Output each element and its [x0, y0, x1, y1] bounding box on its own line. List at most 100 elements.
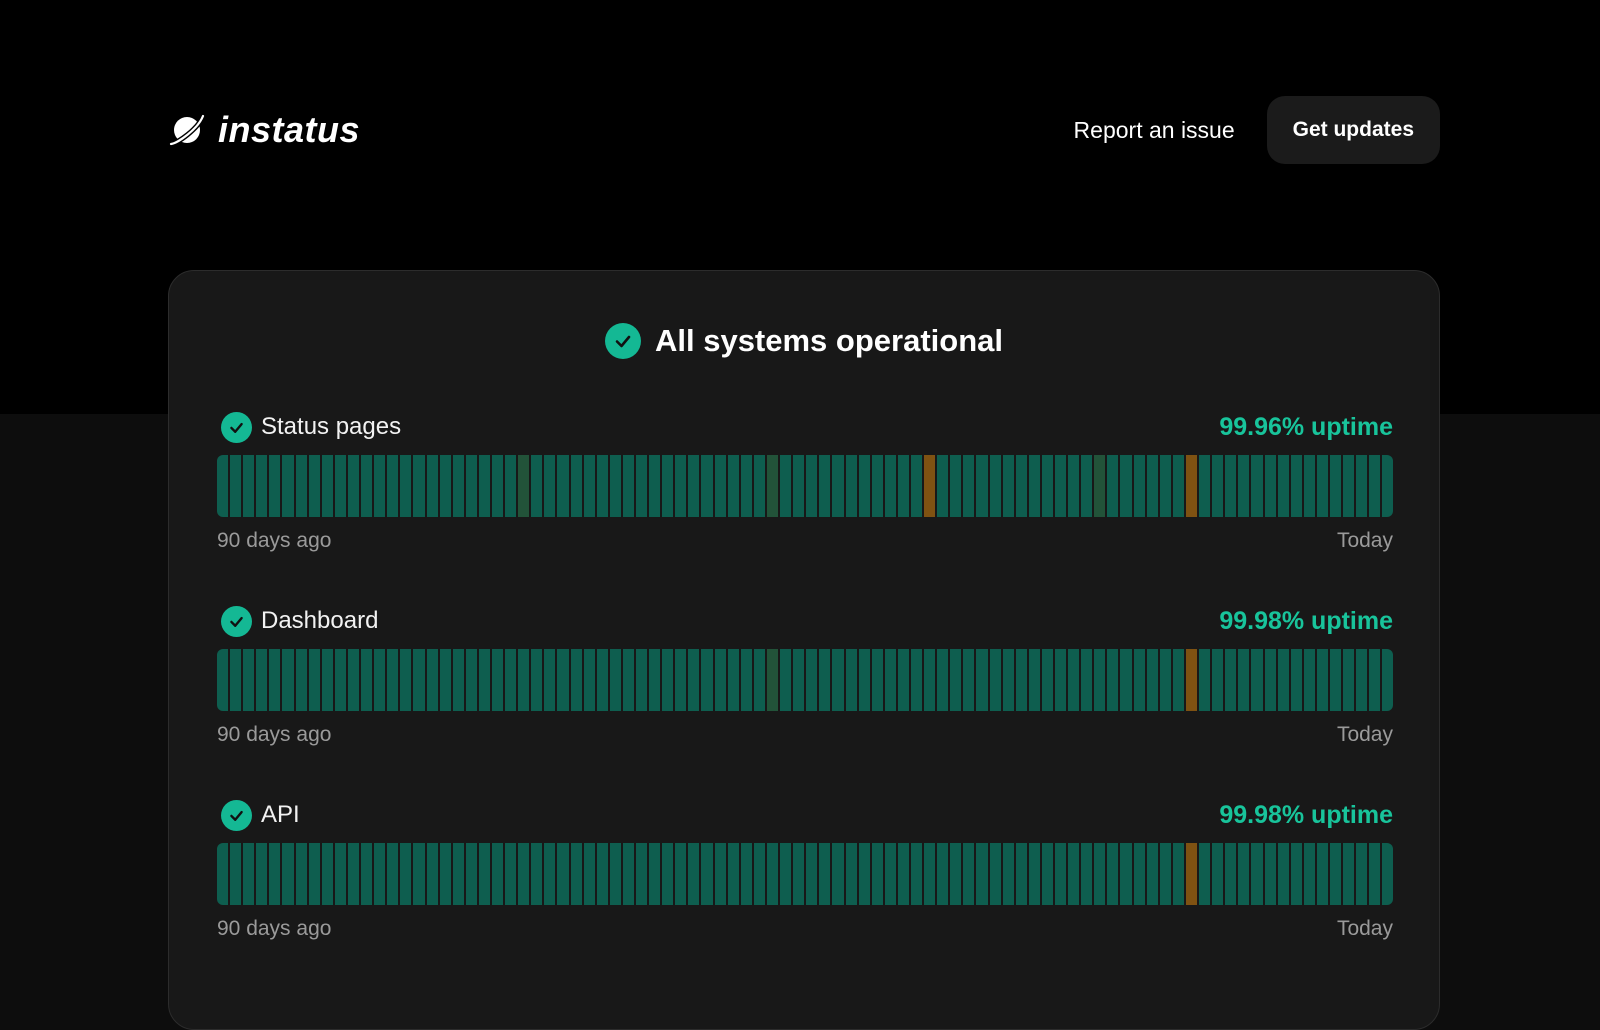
- uptime-day-bar-operational[interactable]: [557, 455, 569, 517]
- uptime-day-bar-operational[interactable]: [1002, 843, 1014, 905]
- uptime-day-bar-operational[interactable]: [1356, 843, 1368, 905]
- uptime-day-bar-operational[interactable]: [230, 649, 242, 711]
- uptime-day-bar-operational[interactable]: [636, 843, 648, 905]
- uptime-day-bar-operational[interactable]: [819, 649, 831, 711]
- uptime-day-bar-operational[interactable]: [334, 649, 346, 711]
- uptime-day-bar-operational[interactable]: [243, 843, 255, 905]
- uptime-day-bar-operational[interactable]: [400, 649, 412, 711]
- uptime-day-bar-operational[interactable]: [230, 455, 242, 517]
- uptime-day-bar-operational[interactable]: [1316, 455, 1328, 517]
- uptime-day-bar-operational[interactable]: [1212, 455, 1224, 517]
- uptime-day-bar-operational[interactable]: [256, 649, 268, 711]
- uptime-day-bar-operational[interactable]: [1107, 843, 1119, 905]
- uptime-day-bar-operational[interactable]: [1068, 455, 1080, 517]
- uptime-day-bar-operational[interactable]: [308, 843, 320, 905]
- uptime-day-bar-operational[interactable]: [727, 455, 739, 517]
- uptime-day-bar-operational[interactable]: [465, 649, 477, 711]
- uptime-day-bar-operational[interactable]: [780, 649, 792, 711]
- uptime-day-bar-operational[interactable]: [688, 843, 700, 905]
- uptime-day-bar-operational[interactable]: [1316, 649, 1328, 711]
- uptime-day-bar-operational[interactable]: [1068, 843, 1080, 905]
- uptime-day-bar-operational[interactable]: [884, 649, 896, 711]
- uptime-day-bar-operational[interactable]: [308, 649, 320, 711]
- uptime-day-bar-operational[interactable]: [452, 649, 464, 711]
- uptime-day-bar-operational[interactable]: [609, 649, 621, 711]
- uptime-day-bar-operational[interactable]: [570, 843, 582, 905]
- uptime-day-bar-operational[interactable]: [387, 649, 399, 711]
- uptime-day-bar-operational[interactable]: [1055, 649, 1067, 711]
- uptime-day-bar-operational[interactable]: [871, 649, 883, 711]
- uptime-day-bar-operational[interactable]: [347, 649, 360, 711]
- uptime-day-bar-operational[interactable]: [217, 649, 229, 711]
- uptime-day-bar-operational[interactable]: [714, 455, 726, 517]
- uptime-day-bar-operational[interactable]: [819, 843, 831, 905]
- uptime-day-bar-operational[interactable]: [570, 455, 582, 517]
- uptime-day-bar-operational[interactable]: [1264, 649, 1276, 711]
- uptime-day-bar-operational[interactable]: [950, 843, 962, 905]
- uptime-day-bar-operational[interactable]: [465, 455, 477, 517]
- uptime-day-bar-operational[interactable]: [596, 455, 608, 517]
- uptime-day-bar-operational[interactable]: [295, 843, 307, 905]
- uptime-day-bar-operational[interactable]: [1225, 455, 1237, 517]
- uptime-day-bar-operational[interactable]: [1041, 455, 1053, 517]
- uptime-day-bar-operational[interactable]: [478, 455, 490, 517]
- uptime-day-bar-operational[interactable]: [662, 843, 674, 905]
- uptime-day-bar-operational[interactable]: [1146, 843, 1158, 905]
- uptime-day-bar-partial[interactable]: [1094, 455, 1106, 517]
- uptime-day-bar-operational[interactable]: [1081, 649, 1093, 711]
- uptime-day-bar-operational[interactable]: [1015, 649, 1027, 711]
- uptime-day-bar-operational[interactable]: [701, 843, 713, 905]
- uptime-day-bar-operational[interactable]: [766, 843, 779, 905]
- uptime-day-bar-operational[interactable]: [636, 649, 648, 711]
- uptime-day-bar-operational[interactable]: [622, 843, 634, 905]
- uptime-day-bar-operational[interactable]: [1055, 455, 1067, 517]
- uptime-day-bar-operational[interactable]: [256, 455, 268, 517]
- uptime-day-bar-operational[interactable]: [400, 843, 412, 905]
- uptime-day-bar-partial[interactable]: [518, 455, 530, 517]
- uptime-day-bar-operational[interactable]: [387, 843, 399, 905]
- uptime-day-bar-operational[interactable]: [1238, 649, 1250, 711]
- uptime-day-bar-operational[interactable]: [1329, 455, 1342, 517]
- uptime-day-bar-operational[interactable]: [937, 649, 949, 711]
- uptime-day-bar-operational[interactable]: [544, 843, 556, 905]
- uptime-day-bar-operational[interactable]: [1107, 649, 1119, 711]
- uptime-day-bar-operational[interactable]: [1107, 455, 1119, 517]
- uptime-day-bar-operational[interactable]: [1133, 843, 1145, 905]
- uptime-day-bar-operational[interactable]: [1199, 843, 1211, 905]
- uptime-day-bar-operational[interactable]: [544, 455, 556, 517]
- uptime-day-bar-operational[interactable]: [596, 843, 608, 905]
- brand-logo[interactable]: instatus: [168, 109, 360, 151]
- uptime-day-bar-operational[interactable]: [609, 455, 621, 517]
- uptime-day-bar-operational[interactable]: [374, 455, 386, 517]
- uptime-day-bar-operational[interactable]: [478, 843, 490, 905]
- uptime-day-bar-operational[interactable]: [452, 455, 464, 517]
- uptime-day-bar-operational[interactable]: [950, 455, 962, 517]
- uptime-day-bar-operational[interactable]: [478, 649, 490, 711]
- uptime-day-bar-operational[interactable]: [1382, 649, 1393, 711]
- uptime-day-bar-operational[interactable]: [701, 455, 713, 517]
- uptime-day-bar-operational[interactable]: [858, 649, 870, 711]
- uptime-day-bar-operational[interactable]: [989, 649, 1001, 711]
- uptime-day-bar-operational[interactable]: [622, 649, 634, 711]
- uptime-day-bar-operational[interactable]: [937, 843, 949, 905]
- uptime-day-bar-operational[interactable]: [321, 649, 333, 711]
- uptime-day-bar-operational[interactable]: [924, 843, 936, 905]
- uptime-day-bar-operational[interactable]: [570, 649, 582, 711]
- uptime-day-bar-operational[interactable]: [531, 455, 543, 517]
- uptime-day-bar-operational[interactable]: [688, 649, 700, 711]
- uptime-day-bar-operational[interactable]: [361, 843, 373, 905]
- uptime-day-bar-operational[interactable]: [963, 649, 975, 711]
- uptime-day-bar-operational[interactable]: [1290, 649, 1302, 711]
- uptime-day-bar-operational[interactable]: [1159, 843, 1171, 905]
- report-issue-link[interactable]: Report an issue: [1073, 116, 1235, 143]
- uptime-day-bar-operational[interactable]: [583, 455, 595, 517]
- uptime-day-bar-operational[interactable]: [1199, 455, 1211, 517]
- uptime-day-bar-operational[interactable]: [282, 649, 294, 711]
- uptime-day-bar-operational[interactable]: [884, 455, 896, 517]
- uptime-day-bar-operational[interactable]: [1133, 455, 1145, 517]
- uptime-day-bar-operational[interactable]: [714, 649, 726, 711]
- uptime-day-bar-operational[interactable]: [1120, 455, 1132, 517]
- uptime-day-bar-operational[interactable]: [321, 843, 333, 905]
- uptime-day-bar-operational[interactable]: [413, 843, 425, 905]
- uptime-day-bar-operational[interactable]: [217, 843, 229, 905]
